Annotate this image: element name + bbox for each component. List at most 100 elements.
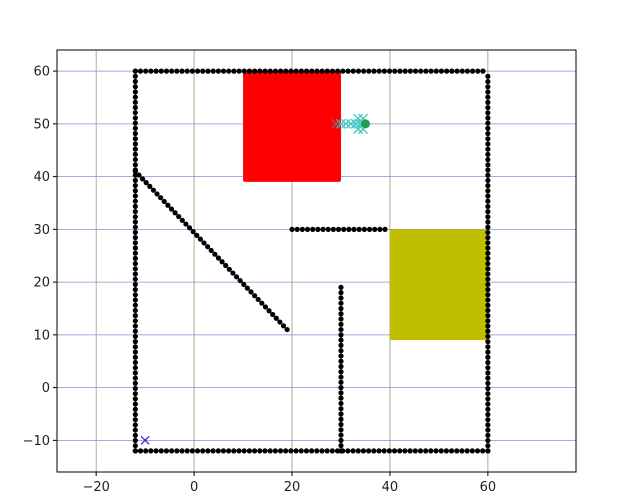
wall-point	[132, 375, 138, 381]
wall-point	[255, 296, 261, 303]
wall-point	[485, 318, 491, 324]
wall-point	[293, 448, 299, 454]
wall-point	[132, 385, 138, 392]
wall-point	[132, 136, 138, 142]
wall-point	[132, 339, 138, 345]
path-marker-stroke	[353, 113, 364, 124]
wall-point	[338, 411, 344, 417]
wall-point	[485, 448, 491, 454]
wall-point	[132, 448, 138, 454]
x-tick-label: 20	[284, 480, 301, 495]
wall-point	[309, 68, 315, 74]
wall-point	[244, 285, 250, 291]
wall-point	[485, 229, 491, 236]
wall-point	[448, 448, 455, 454]
wall-point	[319, 68, 325, 74]
wall-point	[132, 130, 138, 137]
wall-point	[251, 293, 258, 299]
wall-point	[163, 68, 170, 74]
wall-point	[485, 240, 491, 246]
wall-point	[132, 68, 138, 74]
wall-point	[485, 219, 491, 225]
wall-point	[251, 448, 258, 454]
wall-point	[163, 448, 170, 454]
wall-point	[444, 68, 450, 74]
wall-point	[371, 68, 377, 74]
wall-point	[262, 448, 268, 454]
wall-point	[485, 89, 491, 95]
y-tick-label: 0	[42, 381, 50, 396]
wall-point	[485, 302, 491, 308]
wall-point	[355, 448, 361, 454]
wall-point	[485, 276, 491, 282]
wall-point	[277, 448, 284, 454]
wall-point	[485, 417, 491, 423]
wall-point	[485, 235, 491, 241]
wall-point	[338, 326, 344, 333]
wall-point	[428, 68, 434, 74]
wall-point	[278, 68, 284, 74]
wall-point	[454, 68, 460, 74]
wall-point	[272, 448, 278, 454]
wall-point	[132, 84, 138, 90]
wall-point	[132, 73, 138, 79]
y-tick-label: 40	[33, 170, 50, 185]
wall-point	[338, 416, 344, 422]
wall-point	[132, 146, 138, 152]
wall-point	[485, 333, 491, 340]
wall-point	[298, 68, 304, 74]
wall-point	[284, 326, 290, 333]
wall-point	[346, 226, 352, 232]
wall-point	[351, 226, 357, 232]
wall-point	[397, 68, 403, 74]
wall-point	[179, 68, 185, 74]
wall-point	[485, 193, 491, 199]
wall-point	[246, 68, 253, 74]
wall-point	[147, 183, 153, 189]
wall-point	[132, 297, 138, 303]
wall-point	[215, 255, 222, 261]
wall-point	[132, 177, 138, 183]
wall-point	[391, 448, 398, 454]
wall-point	[381, 68, 387, 74]
wall-point	[338, 316, 344, 322]
wall-point	[376, 448, 382, 454]
wall-point	[220, 68, 227, 74]
wall-point	[485, 250, 491, 256]
wall-point	[132, 188, 138, 194]
wall-point	[485, 130, 491, 137]
x-tick-label: 0	[190, 480, 198, 495]
wall-point	[485, 313, 491, 319]
wall-point	[132, 229, 138, 235]
wall-point	[485, 198, 491, 204]
y-tick-label: −10	[23, 434, 50, 449]
wall-point	[161, 198, 167, 205]
wall-point	[237, 277, 243, 284]
wall-point	[345, 68, 351, 74]
wall-point	[485, 188, 491, 194]
end-marker-stroke	[331, 118, 342, 129]
wall-point	[315, 226, 321, 232]
wall-point	[132, 172, 138, 178]
wall-point	[200, 68, 206, 74]
wall-point	[485, 125, 491, 131]
wall-point	[485, 437, 491, 444]
wall-point	[335, 68, 341, 74]
wall-point	[361, 68, 367, 74]
wall-point	[223, 262, 229, 269]
wall-point	[143, 448, 149, 454]
wall-point	[459, 68, 465, 74]
wall-point	[270, 311, 276, 318]
wall-point	[407, 448, 413, 454]
wall-point	[252, 68, 258, 74]
wall-point	[338, 358, 344, 364]
wall-point	[153, 68, 159, 74]
wall-point	[212, 251, 218, 257]
wall-point	[485, 422, 491, 428]
ticks: −20 0 20 40 60 −10 0 10 20 30 40 50 60	[23, 65, 497, 495]
wall-point	[361, 226, 367, 232]
wall-point	[485, 401, 491, 407]
wall-point	[132, 422, 138, 428]
wall-point	[485, 370, 491, 376]
